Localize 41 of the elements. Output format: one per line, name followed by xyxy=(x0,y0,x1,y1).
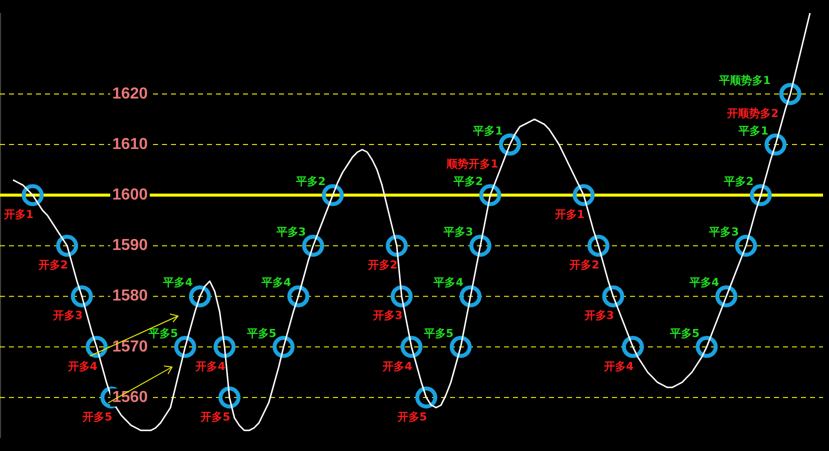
data-label: 平多5 xyxy=(246,326,276,340)
data-label: 平多3 xyxy=(442,226,474,239)
data-label: 开多3 xyxy=(52,309,83,322)
data-label: 平多2 xyxy=(452,175,484,188)
data-label: 开多3 xyxy=(372,309,402,322)
data-label: 平多3 xyxy=(708,226,739,239)
data-label: 平多3 xyxy=(275,226,306,239)
data-label: 开多4 xyxy=(194,360,226,373)
data-label: 开多5 xyxy=(82,410,112,424)
y-tick-label: 1580 xyxy=(112,288,148,305)
y-tick-label: 1590 xyxy=(112,237,148,254)
data-label: 平多1 xyxy=(472,124,503,138)
data-label: 开多5 xyxy=(200,410,230,424)
data-label: 开多3 xyxy=(583,309,614,322)
y-tick-label: 1610 xyxy=(112,136,148,153)
y-tick-label: 1620 xyxy=(112,85,148,102)
y-tick-label: 1570 xyxy=(112,338,148,356)
data-label: 平顺势多1 xyxy=(718,74,771,87)
data-label: 平多5 xyxy=(668,326,700,340)
data-label: 开多5 xyxy=(396,410,428,424)
data-label: 开多1 xyxy=(2,208,34,221)
data-label: 平多4 xyxy=(432,276,464,290)
data-label: 开多4 xyxy=(66,360,98,373)
data-label: 开多2 xyxy=(366,258,398,272)
y-tick-label: 1560 xyxy=(112,388,148,406)
data-label: 开多2 xyxy=(568,258,600,272)
data-label: 开顺势多2 xyxy=(726,106,779,120)
data-label: 平多2 xyxy=(294,175,326,188)
data-label: 顺势开多1 xyxy=(446,157,498,170)
data-label: 开多4 xyxy=(382,360,413,373)
data-label: 平多5 xyxy=(422,326,454,340)
data-label: 平多4 xyxy=(162,276,194,290)
data-label: 平多1 xyxy=(738,124,768,138)
data-label: 开多1 xyxy=(554,208,585,221)
data-label: 平多5 xyxy=(147,326,178,340)
data-label: 开多4 xyxy=(603,360,634,373)
data-label: 平多4 xyxy=(260,276,292,290)
data-label: 平多4 xyxy=(688,276,720,290)
y-tick-label: 1600 xyxy=(112,186,148,204)
data-label: 开多2 xyxy=(37,258,68,272)
data-label: 平多2 xyxy=(722,175,754,188)
